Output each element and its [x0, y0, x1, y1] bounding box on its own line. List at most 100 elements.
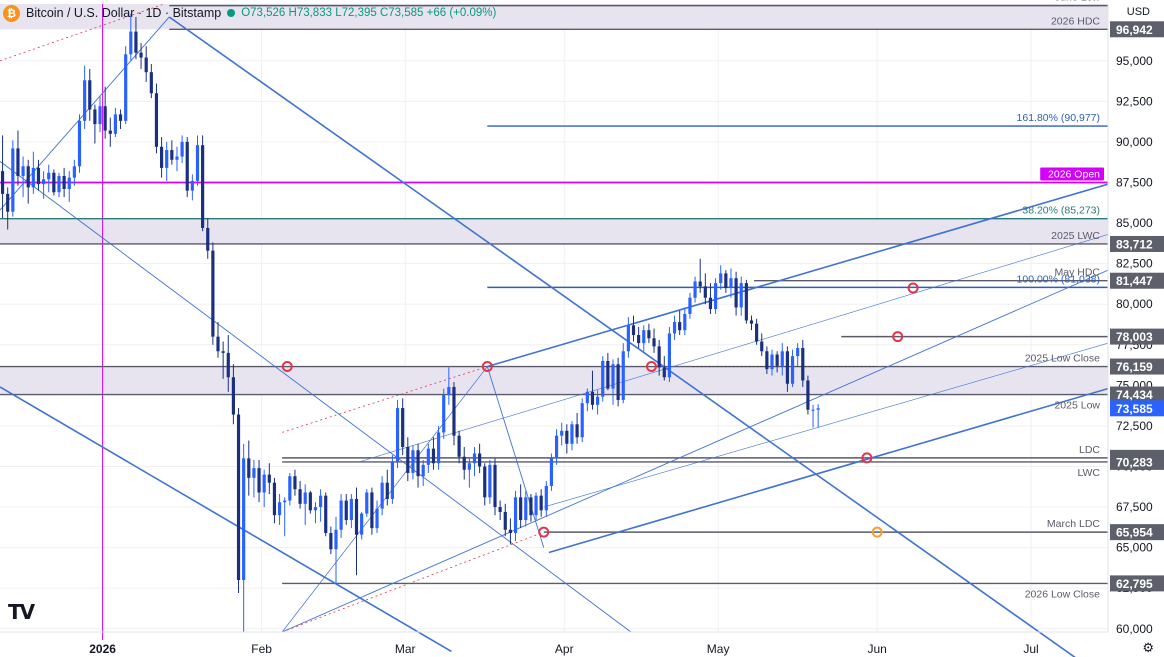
candle-body: [775, 354, 779, 366]
candle-body: [637, 335, 641, 344]
candle-body: [719, 273, 723, 284]
candle-body: [380, 482, 384, 509]
candle-body: [554, 435, 559, 459]
candle-body: [118, 114, 123, 121]
candle-body: [375, 508, 379, 529]
candle-body: [790, 356, 795, 384]
candle-body: [395, 408, 400, 462]
dotted-channel-line: [0, 3, 165, 62]
candle-body: [585, 391, 589, 404]
currency-label[interactable]: USD: [1126, 6, 1150, 18]
candle-body: [134, 31, 138, 53]
candle-body: [26, 166, 30, 188]
candle-body: [334, 529, 338, 550]
candle-body: [560, 430, 564, 436]
y-tick-label: 87,500: [1116, 176, 1153, 190]
pivot-marker: [871, 526, 883, 538]
candle-body: [739, 283, 743, 308]
candle-body: [190, 180, 194, 191]
level-label: 2026 Open: [1048, 169, 1100, 181]
candle-body: [647, 330, 651, 339]
candle-body: [806, 380, 810, 410]
y-tick-label: 60,000: [1116, 622, 1153, 636]
y-tick-label: 92,500: [1116, 94, 1153, 108]
pivot-marker: [281, 361, 293, 373]
candle-body: [570, 424, 574, 444]
candle-body: [421, 464, 425, 477]
candle-body: [329, 533, 333, 550]
candle-body: [159, 146, 164, 168]
candle-body: [242, 458, 246, 581]
candle-body: [698, 281, 702, 287]
candle-body: [129, 31, 133, 55]
candle-body: [734, 278, 738, 308]
level-label: LDC: [1079, 444, 1100, 456]
pivot-marker: [861, 452, 873, 464]
candle-body: [31, 167, 35, 188]
candle-body: [98, 106, 102, 125]
candle-body: [631, 325, 636, 336]
candle-body: [293, 476, 297, 490]
candle-body: [744, 283, 748, 321]
level-price-badge-bg: [1110, 21, 1164, 38]
candle-body: [236, 414, 241, 581]
candle-body: [770, 354, 774, 370]
candle-body: [478, 453, 482, 467]
symbol-title[interactable]: Bitcoin / U.S. Dollar · 1D · Bitstamp: [26, 6, 222, 20]
trendline: [486, 366, 545, 548]
candle-body: [406, 447, 410, 473]
candle-body: [6, 193, 10, 212]
candle-body: [319, 495, 323, 508]
candle-body: [139, 52, 143, 58]
candle-body: [498, 507, 502, 512]
candle-body: [672, 322, 677, 334]
candle-body: [349, 498, 353, 521]
level-price-badge-bg: [1110, 453, 1164, 470]
candle-body: [462, 456, 466, 470]
candle-body: [308, 492, 312, 511]
candle-body: [42, 179, 46, 185]
candle-body: [324, 495, 328, 534]
candle-body: [267, 474, 271, 483]
trendline: [358, 234, 1108, 463]
level-price-badge: 76,159: [1116, 360, 1153, 374]
candle-body: [606, 361, 610, 389]
trendline: [168, 16, 1076, 657]
candle-body: [108, 130, 112, 134]
support-zone-band: [0, 4, 1108, 30]
candle-body: [83, 80, 87, 121]
candle-body: [21, 166, 25, 177]
candle-body: [401, 408, 405, 448]
candle-body: [508, 529, 512, 534]
candle-body: [231, 377, 235, 415]
level-price-badge: 70,283: [1116, 455, 1153, 469]
candle-body: [457, 435, 461, 457]
level-price-badge: 81,447: [1116, 274, 1153, 288]
settings-gear-icon[interactable]: ⚙: [1142, 640, 1154, 655]
candle-body: [11, 148, 15, 212]
x-tick-label: Apr: [555, 642, 574, 656]
level-label: 38.20% (85,273): [1022, 205, 1100, 217]
candle-body: [124, 54, 128, 121]
y-tick-label: 95,000: [1116, 54, 1153, 68]
pivot-marker: [538, 526, 550, 538]
candle-body: [703, 286, 707, 298]
trendline: [281, 366, 488, 633]
candle-body: [488, 464, 492, 498]
candle-body: [452, 386, 456, 436]
candle-body: [596, 396, 600, 405]
candle-body: [72, 166, 76, 178]
candle-body: [575, 424, 579, 438]
pivot-marker: [892, 331, 904, 343]
chart-header: ₿ Bitcoin / U.S. Dollar · 1D · Bitstamp …: [0, 0, 496, 26]
x-tick-label: Jul: [1023, 642, 1038, 656]
candle-body: [370, 492, 374, 529]
candle-body: [283, 500, 287, 503]
candle-body: [144, 57, 148, 73]
candle-body: [780, 351, 784, 366]
candle-body: [211, 250, 215, 337]
level-price-badge-bg: [1110, 358, 1164, 375]
candle-body: [360, 513, 364, 535]
